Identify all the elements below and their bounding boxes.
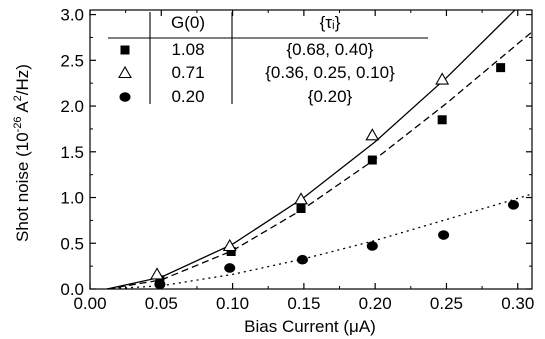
data-point-open-triangle [294,192,308,205]
y-tick-label: 0.0 [60,280,84,299]
data-point-filled-square [367,155,377,165]
legend-tau-value: {0.36, 0.25, 0.10} [265,63,395,82]
y-tick-label: 1.5 [60,143,84,162]
x-tick-label: 0.25 [430,294,463,313]
data-point-open-triangle [435,72,450,85]
data-point-filled-circle [507,200,519,210]
legend-tau-value: {0.68, 0.40} [287,40,374,59]
axes: 0.00 0.05 0.10 0.15 0.20 0.25 0.30 0.0 0.5 1.0 1.5… [60,6,534,313]
data-point-filled-circle [438,230,450,240]
y-tick-label: 2.5 [60,51,84,70]
legend-marker-filled-square [120,45,130,55]
data-point-filled-circle [224,263,236,273]
data-point-open-triangle [365,128,380,141]
fit-curve-dashed [106,31,532,289]
data-point-filled-square [296,204,306,214]
legend-g0-value: 0.20 [171,87,204,106]
data-point-filled-square [226,246,236,256]
plot-frame [89,9,533,290]
data-point-filled-circle [366,241,378,251]
legend-marker-filled-circle [119,92,131,102]
fit-curve-solid [106,10,516,289]
legend-tau-value: {0.20} [308,87,353,106]
data-point-filled-circle [154,279,166,290]
x-tick-label: 0.00 [73,294,106,313]
plot-area [106,10,532,290]
x-tick-label: 0.20 [359,294,392,313]
legend-header-tau: {τᵢ} [320,13,341,32]
x-axis-title: Bias Current (μA) [244,317,376,336]
data-point-filled-square [437,115,447,125]
x-tick-label: 0.10 [216,294,249,313]
legend-marker-open-triangle [118,65,132,79]
x-tick-label: 0.30 [501,294,534,313]
legend-g0-value: 0.71 [171,63,204,82]
data-point-open-triangle [150,267,164,280]
legend-g0-value: 1.08 [171,40,204,59]
data-point-filled-circle [296,254,308,265]
x-tick-label: 0.05 [145,294,178,313]
y-axis-title: Shot noise (10-26 A2/Hz) [12,64,32,242]
data-point-open-triangle [222,238,237,252]
y-tick-label: 0.5 [60,234,84,253]
fit-curve-dotted [107,193,532,289]
y-tick-label: 1.0 [60,189,84,208]
data-point-filled-square [496,63,506,73]
legend-header-g0: G(0) [171,13,205,32]
y-tick-label: 3.0 [60,6,84,25]
x-tick-label: 0.15 [287,294,320,313]
legend: G(0) {τᵢ} 1.08 {0.68, 0.40} 0.71 {0.36, 0.25,… [108,12,428,106]
y-tick-label: 2.0 [60,97,84,116]
